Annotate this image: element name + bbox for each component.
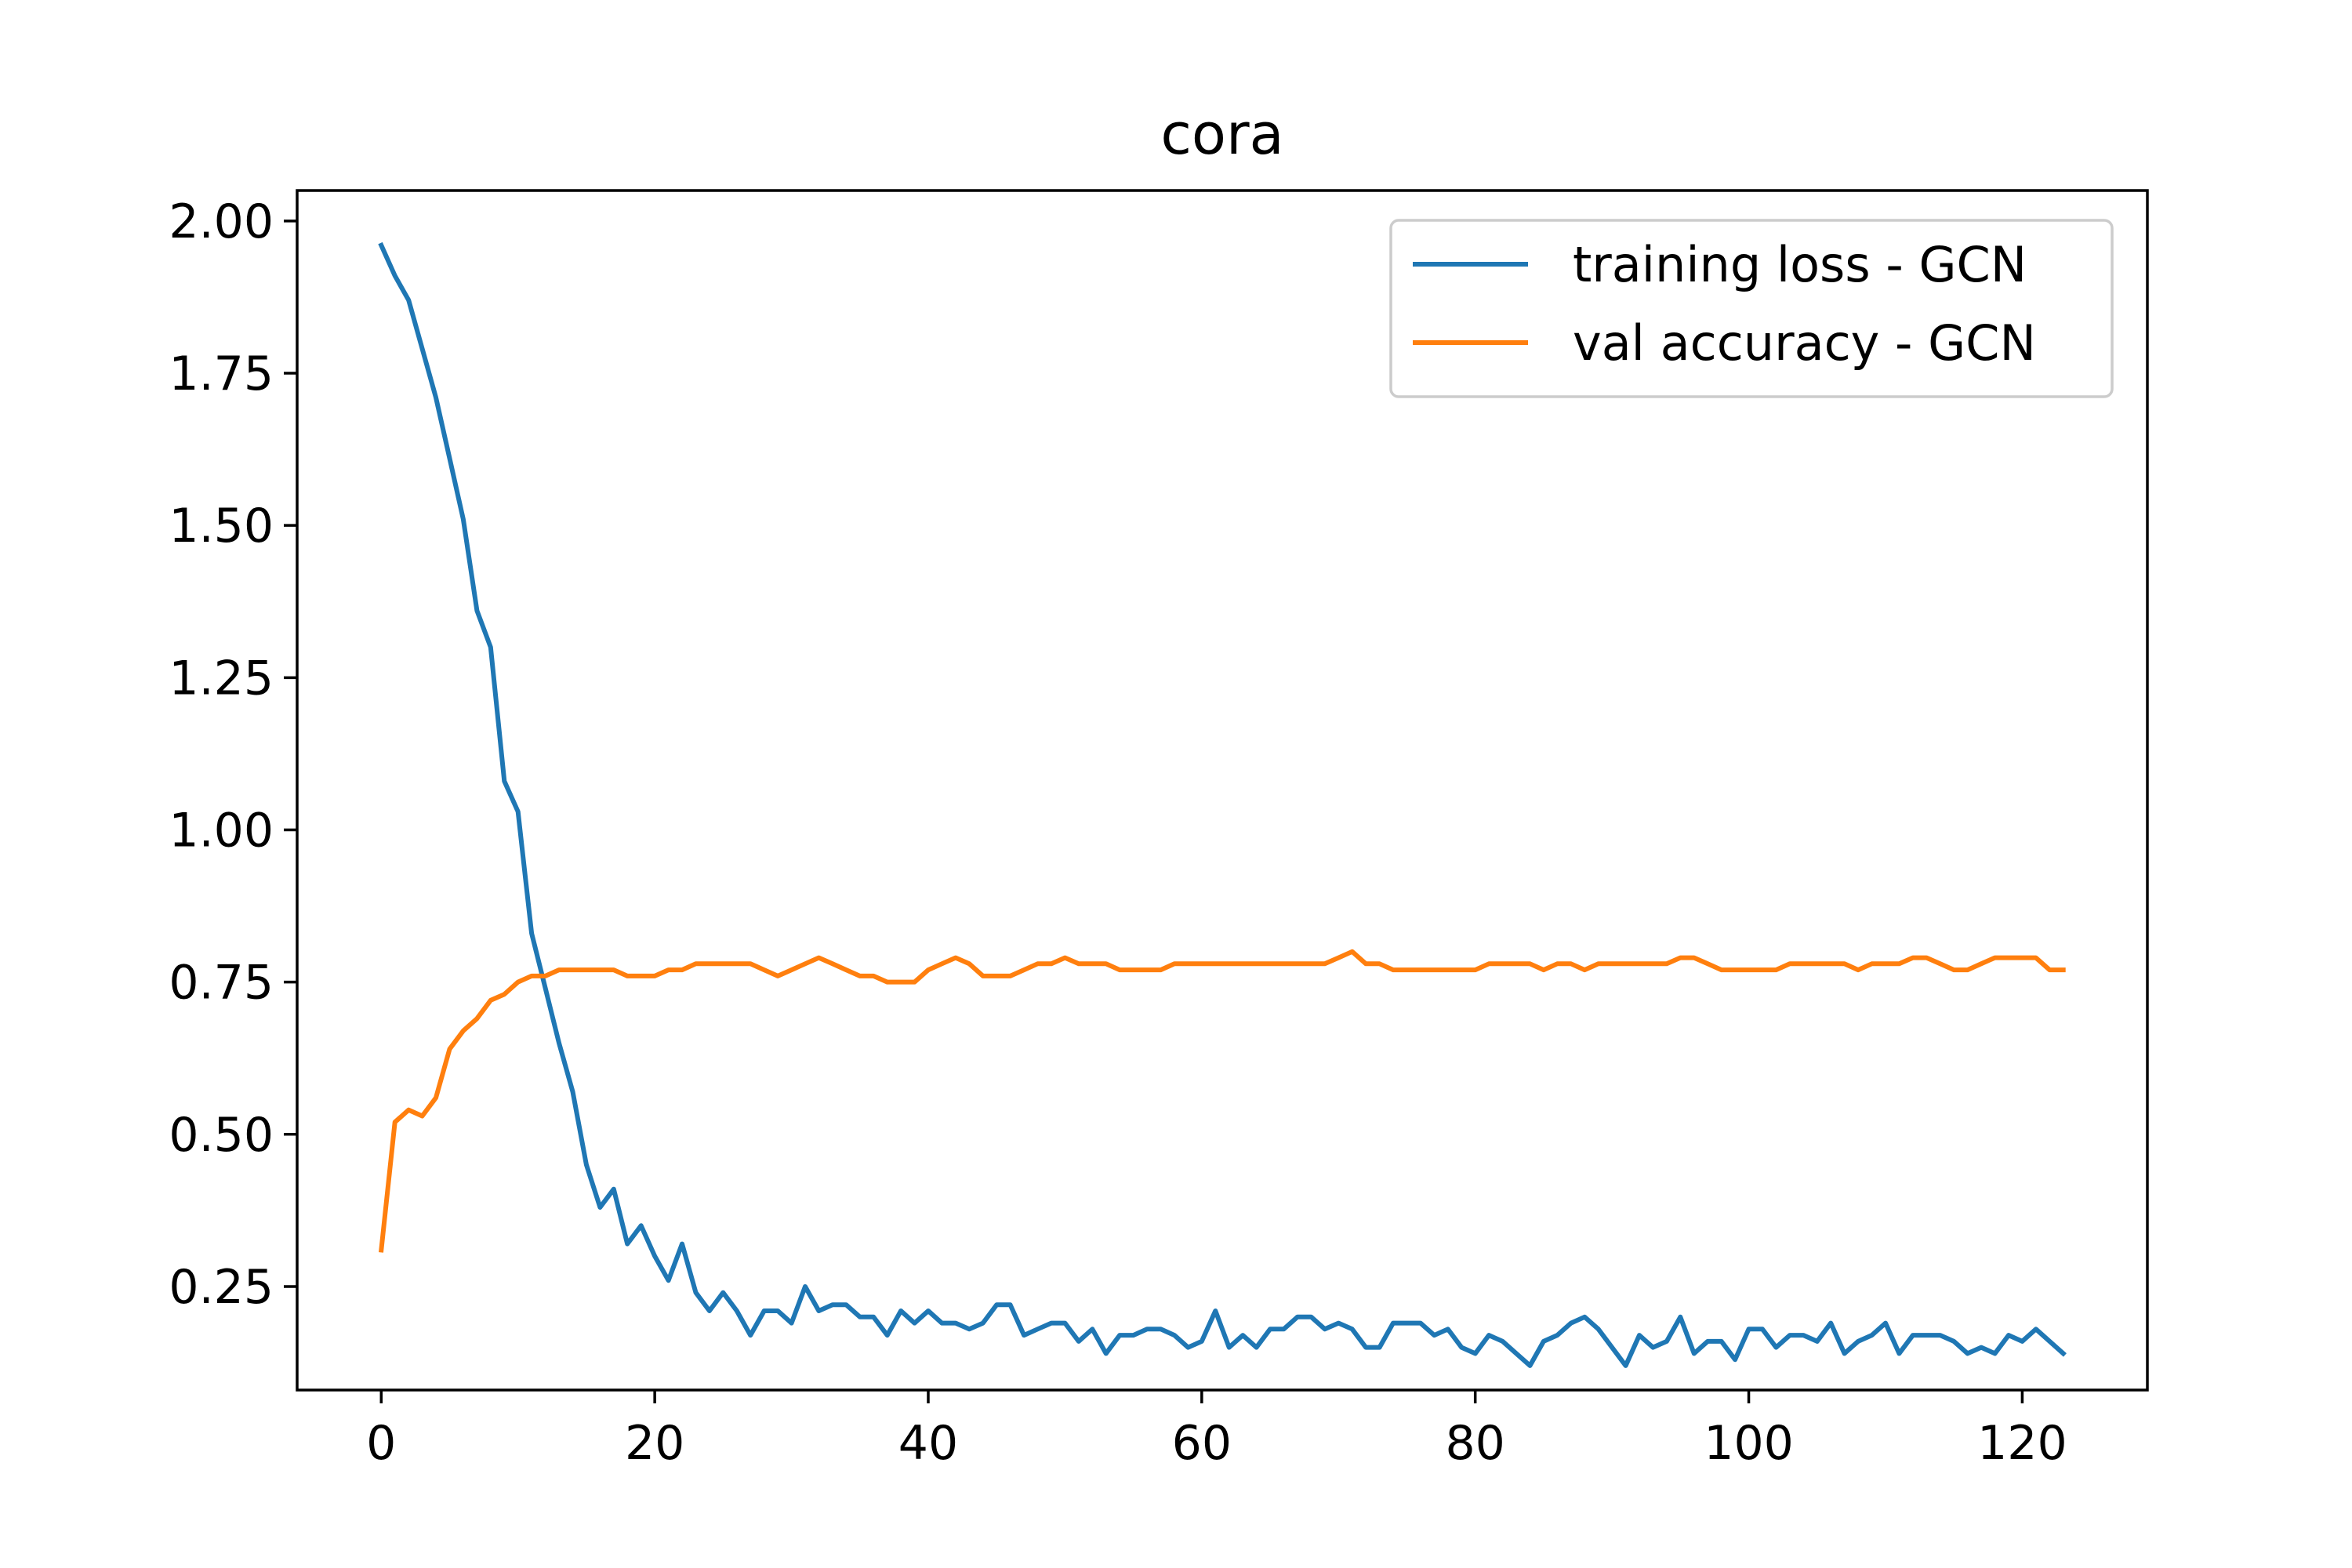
series-line-0 xyxy=(378,241,2067,1368)
y-tick-label: 2.00 xyxy=(169,194,274,249)
x-tick-label: 0 xyxy=(366,1416,396,1471)
series-group xyxy=(378,241,2067,1368)
legend-label-0: training loss - GCN xyxy=(1573,236,2027,293)
y-tick-label: 1.50 xyxy=(169,499,274,554)
x-axis: 0 20 40 60 80 100 120 xyxy=(366,1390,2067,1471)
x-tick-label: 20 xyxy=(625,1416,684,1471)
y-tick-label: 0.25 xyxy=(169,1260,274,1315)
x-tick-label: 120 xyxy=(1977,1416,2067,1471)
y-tick-label: 1.25 xyxy=(169,651,274,706)
x-tick-label: 100 xyxy=(1704,1416,1794,1471)
y-tick-label: 0.50 xyxy=(169,1108,274,1163)
plot-frame xyxy=(296,189,2149,1392)
series-line-1 xyxy=(378,949,2066,1253)
legend-box xyxy=(1389,219,2114,398)
chart-title: cora xyxy=(1160,101,1283,167)
legend-label-1: val accuracy - GCN xyxy=(1573,314,2036,372)
y-tick-label: 1.75 xyxy=(169,347,274,401)
y-tick-label: 1.00 xyxy=(169,803,274,858)
y-axis: 0.25 0.50 0.75 1.00 1.25 1.50 1.75 2.00 xyxy=(169,194,297,1315)
legend: training loss - GCN val accuracy - GCN xyxy=(1389,219,2114,398)
x-tick-label: 40 xyxy=(898,1416,958,1471)
y-tick-label: 0.75 xyxy=(169,956,274,1011)
x-tick-label: 80 xyxy=(1446,1416,1505,1471)
x-tick-label: 60 xyxy=(1172,1416,1232,1471)
